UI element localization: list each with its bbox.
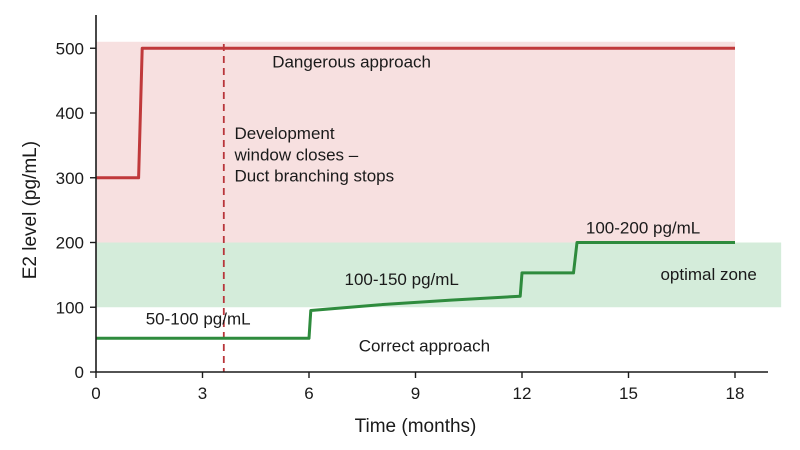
optimal-zone-label: optimal zone (660, 265, 756, 284)
range-50-100-label: 50-100 pg/mL (146, 310, 251, 329)
dangerous-zone-band (96, 41, 735, 243)
y-tick-label: 0 (75, 363, 84, 382)
series-lines (96, 46, 735, 340)
ticks: 0 3 6 9 12 15 18 0 100 200 300 400 500 (56, 39, 745, 403)
x-tick-label: 12 (513, 384, 532, 403)
dangerous-approach-line (96, 46, 735, 180)
correct-approach-line (96, 241, 735, 340)
x-tick-label: 18 (726, 384, 745, 403)
x-tick-label: 0 (91, 384, 100, 403)
y-tick-label: 200 (56, 234, 84, 253)
y-tick-label: 300 (56, 169, 84, 188)
development-window-label-line2: window closes – (233, 145, 358, 164)
y-tick-label: 400 (56, 104, 84, 123)
range-100-150-label: 100-150 pg/mL (345, 270, 459, 289)
x-tick-label: 15 (619, 384, 638, 403)
x-tick-label: 3 (198, 384, 207, 403)
y-tick-label: 100 (56, 298, 84, 317)
y-tick-label: 500 (56, 39, 84, 58)
x-tick-label: 6 (304, 384, 313, 403)
correct-approach-label: Correct approach (359, 336, 490, 355)
development-window-label-line3: Duct branching stops (234, 167, 394, 186)
x-tick-label: 9 (411, 384, 420, 403)
development-window-label-line1: Development (234, 124, 334, 143)
range-100-200-label: 100-200 pg/mL (586, 218, 700, 237)
dangerous-approach-label: Dangerous approach (272, 53, 431, 72)
y-axis-title: E2 level (pg/mL) (20, 141, 41, 279)
x-axis-title: Time (months) (355, 416, 477, 437)
optimal-zone-band (96, 242, 782, 308)
zone-bands (96, 41, 782, 308)
axes (95, 15, 768, 373)
